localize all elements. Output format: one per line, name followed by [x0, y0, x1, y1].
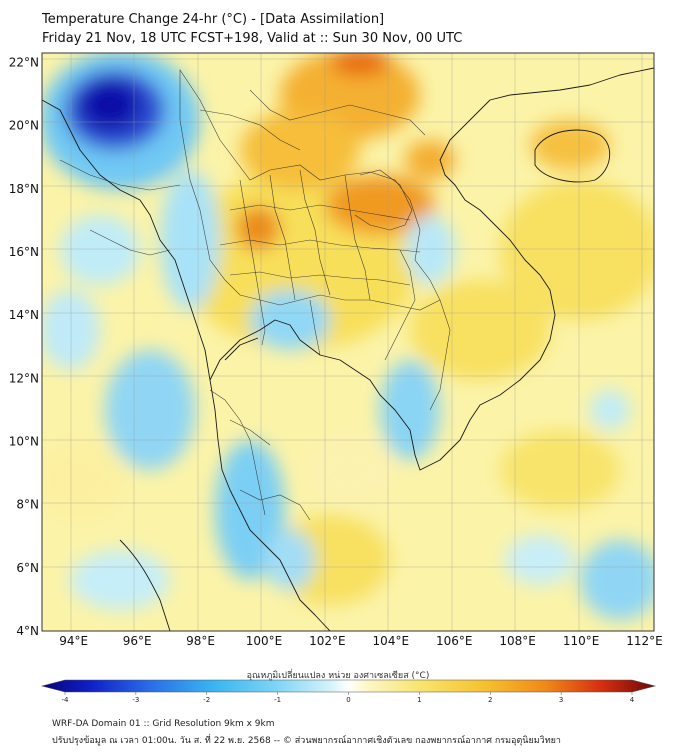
longitude-label: 106°E: [436, 634, 473, 648]
longitude-label: 98°E: [186, 634, 215, 648]
colorbar-label: อุณหภูมิเปลี่ยนแปลง หน่วย องศาเซลเซียส (…: [246, 671, 430, 681]
longitude-label: 96°E: [123, 634, 152, 648]
latitude-label: 12°N: [9, 371, 39, 385]
colorbar-tick-label: 0: [346, 696, 350, 704]
latitude-label: 14°N: [9, 308, 39, 322]
latitude-label: 6°N: [16, 561, 39, 575]
longitude-labels: 94°E 96°E 98°E 100°E 102°E 104°E 106°E 108°E 110…: [59, 634, 662, 648]
footer-model-info: WRF-DA Domain 01 :: Grid Resolution 9km …: [52, 719, 275, 729]
map-frame: [41, 52, 655, 632]
latitude-label: 8°N: [16, 498, 39, 512]
longitude-label: 102°E: [309, 634, 346, 648]
colorbar-tick-label: -4: [62, 696, 70, 704]
longitude-label: 94°E: [59, 634, 88, 648]
latitude-label: 22°N: [9, 55, 39, 69]
latitude-label: 16°N: [9, 245, 39, 259]
longitude-label: 112°E: [626, 634, 663, 648]
footer-update-info: ปรับปรุงข้อมูล ณ เวลา 01:00น. วัน ส. ที่…: [52, 736, 561, 746]
colorbar-tick-label: 3: [559, 696, 563, 704]
longitude-label: 110°E: [563, 634, 600, 648]
coastlines: [42, 67, 654, 631]
colorbar: -4 -3 -2 -1 0 1 2 3 4: [40, 679, 657, 704]
province-boundaries: [59, 69, 451, 521]
colorbar-tick-label: -1: [274, 696, 281, 704]
latitude-labels: 22°N 20°N 18°N 16°N 14°N 12°N 10°N 8°N 6°N 4°N: [9, 55, 39, 638]
graticule: [42, 53, 654, 631]
longitude-label: 100°E: [246, 634, 283, 648]
latitude-label: 4°N: [16, 624, 39, 638]
colorbar-tick-label: -2: [203, 696, 210, 704]
latitude-label: 10°N: [9, 434, 39, 448]
map-subtitle: Friday 21 Nov, 18 UTC FCST+198, Valid at…: [42, 31, 463, 46]
longitude-label: 104°E: [373, 634, 410, 648]
colorbar-tick-label: -3: [132, 696, 139, 704]
latitude-label: 20°N: [9, 119, 39, 133]
latitude-label: 18°N: [9, 182, 39, 196]
longitude-label: 108°E: [499, 634, 536, 648]
colorbar-tick-label: 2: [488, 696, 492, 704]
colorbar-tick-label: 4: [630, 696, 635, 704]
colorbar-tick-label: 1: [417, 696, 421, 704]
map-title: Temperature Change 24-hr (°C) - [Data As…: [42, 12, 385, 27]
